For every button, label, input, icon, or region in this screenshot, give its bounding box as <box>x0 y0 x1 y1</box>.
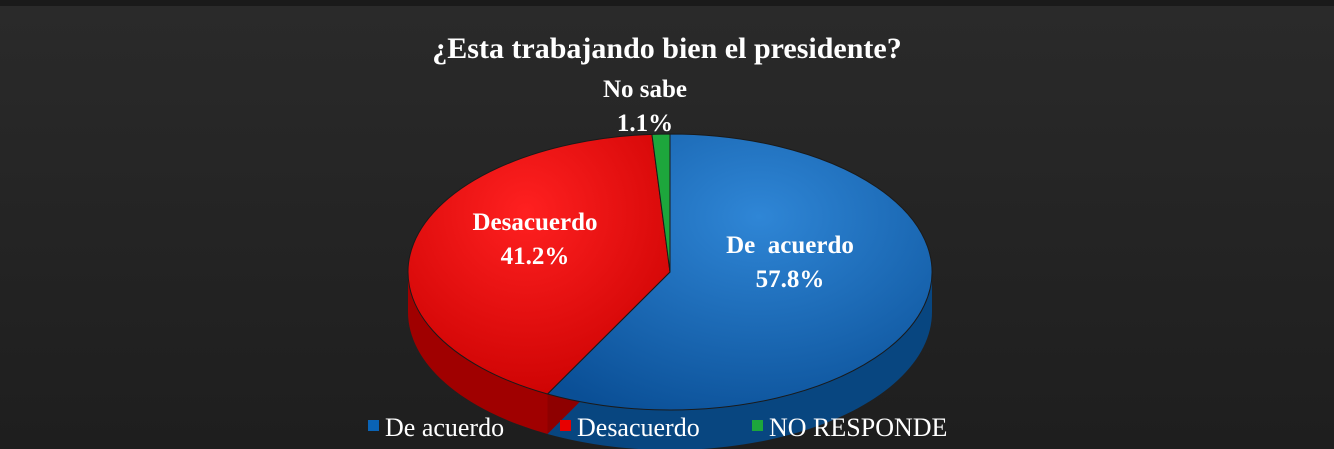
slice-label-desacuerdo: Desacuerdo <box>473 209 598 236</box>
legend-swatch-desacuerdo <box>560 420 571 431</box>
pie-slice-side-desacuerdo <box>408 272 548 434</box>
slice-value-de-acuerdo: 57.8% <box>756 266 825 293</box>
legend-swatch-no-responde <box>752 420 763 431</box>
slice-value-desacuerdo: 41.2% <box>501 243 570 270</box>
pie-slice-no-responde <box>651 133 671 273</box>
pie-slice-desacuerdo <box>407 133 671 395</box>
chart-legend: De acuerdo Desacuerdo NO RESPONDE <box>368 413 947 442</box>
legend-swatch-de-acuerdo <box>368 420 379 431</box>
pie-slice-side-de-acuerdo <box>547 272 932 449</box>
chart-title: ¿Esta trabajando bien el presidente? <box>432 32 901 65</box>
legend-label-de-acuerdo: De acuerdo <box>385 413 504 442</box>
pie-slice-de-acuerdo <box>546 133 933 411</box>
slice-label-no-responde: No sabe <box>603 76 687 103</box>
slice-label-de-acuerdo: De acuerdo <box>726 232 854 259</box>
legend-label-no-responde: NO RESPONDE <box>769 413 947 442</box>
slice-value-no-responde: 1.1% <box>617 110 673 137</box>
legend-label-desacuerdo: Desacuerdo <box>577 413 700 442</box>
